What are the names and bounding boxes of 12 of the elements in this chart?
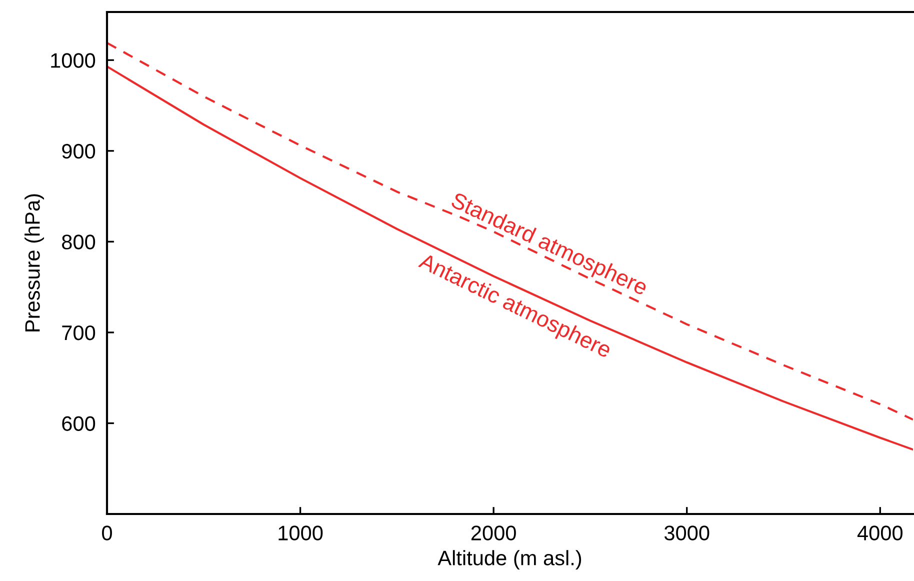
y-tick-label: 700 (62, 325, 96, 340)
x-tick-label: 0 (102, 526, 112, 540)
y-tick-label: 800 (62, 234, 96, 250)
x-tick-label: 1000 (278, 526, 323, 540)
x-axis-title: Altitude (m asl.) (438, 550, 582, 570)
y-tick-label: 900 (62, 144, 96, 159)
y-tick-label: 600 (62, 416, 96, 431)
y-tick-label: 1000 (51, 53, 96, 68)
x-tick-label: 3000 (664, 526, 710, 540)
y-axis-title: Pressure (hPa) (24, 194, 44, 332)
x-tick-label: 4000 (857, 526, 902, 540)
x-tick-label: 2000 (471, 526, 516, 540)
